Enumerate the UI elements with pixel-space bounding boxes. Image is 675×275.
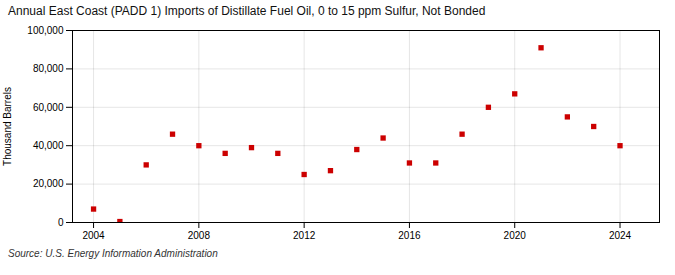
svg-text:60,000: 60,000 bbox=[33, 102, 64, 113]
svg-text:2012: 2012 bbox=[293, 230, 316, 241]
svg-text:2024: 2024 bbox=[609, 230, 632, 241]
svg-text:2016: 2016 bbox=[398, 230, 421, 241]
svg-text:2008: 2008 bbox=[188, 230, 211, 241]
svg-text:80,000: 80,000 bbox=[33, 63, 64, 74]
html-text:Annual East Coast (PADD 1) Imp: Annual East Coast (PADD 1) Imports of Di… bbox=[8, 4, 486, 18]
svg-text:40,000: 40,000 bbox=[33, 140, 64, 151]
svg-text:100,000: 100,000 bbox=[27, 25, 64, 36]
svg-text:2020: 2020 bbox=[504, 230, 527, 241]
svg-text:20,000: 20,000 bbox=[33, 178, 64, 189]
svg-text:2004: 2004 bbox=[82, 230, 105, 241]
svg-text:Thousand Barrels: Thousand Barrels bbox=[2, 87, 13, 166]
svg-text:0: 0 bbox=[58, 217, 64, 228]
html-text:Source: U.S. Energy Informatio: Source: U.S. Energy Information Administ… bbox=[8, 248, 218, 259]
